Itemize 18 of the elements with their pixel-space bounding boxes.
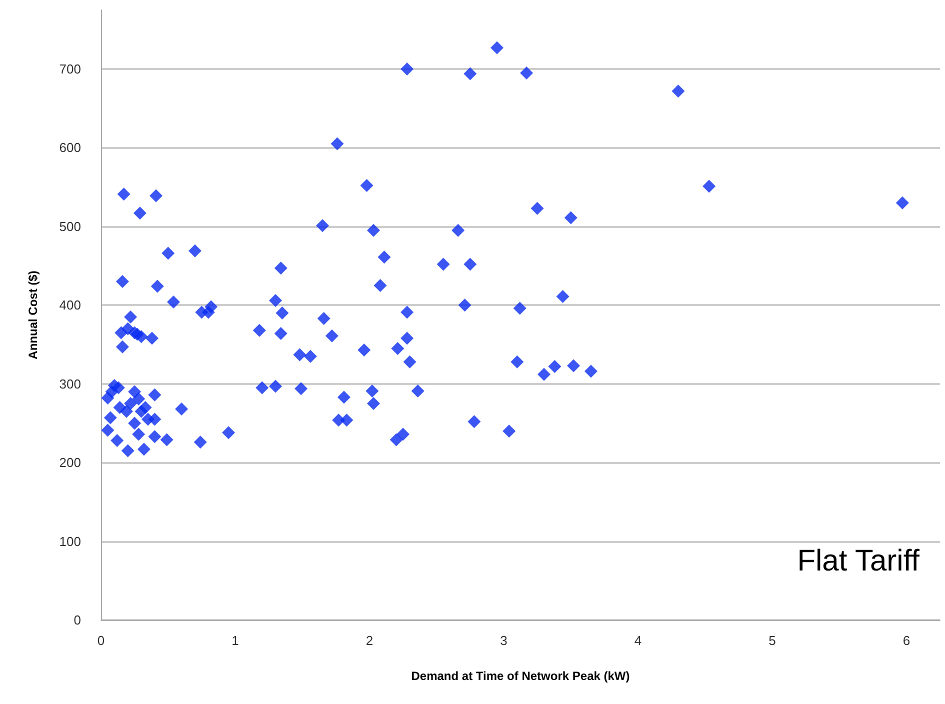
y-tick-label: 500: [59, 218, 81, 234]
y-tick-label: 200: [59, 455, 81, 470]
y-tick-label: 0: [74, 612, 81, 628]
x-axis-title: Demand at Time of Network Peak (kW): [411, 669, 630, 683]
x-tick-label: 2: [366, 633, 374, 648]
y-tick-label: 400: [59, 298, 81, 313]
x-tick-label: 4: [634, 633, 642, 648]
y-axis-title: Annual Cost ($): [26, 270, 40, 360]
x-tick-label: 5: [768, 633, 776, 648]
x-tick-label: 3: [500, 633, 508, 648]
x-tick-label: 0: [97, 633, 105, 648]
y-tick-label: 700: [59, 62, 81, 77]
y-tick-label: 100: [59, 534, 81, 549]
x-tick-label: 6: [902, 633, 910, 648]
y-tick-label: 600: [59, 140, 81, 156]
x-tick-label: 1: [232, 633, 239, 648]
annotation: Flat Tariff: [797, 544, 920, 578]
y-tick-label: 300: [59, 376, 81, 392]
